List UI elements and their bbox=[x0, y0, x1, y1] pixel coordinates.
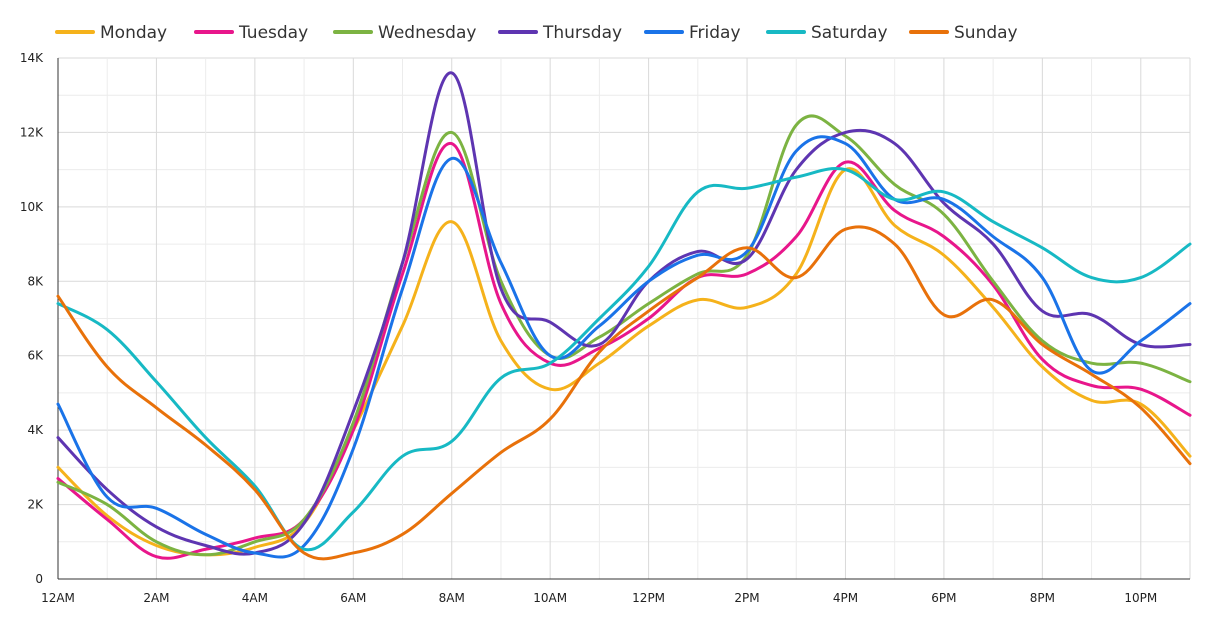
x-tick-label: 6AM bbox=[340, 591, 366, 605]
chart-axes bbox=[57, 58, 1190, 580]
series-line-wednesday bbox=[56, 114, 1192, 557]
x-tick-label: 10PM bbox=[1124, 591, 1157, 605]
legend-label: Tuesday bbox=[238, 23, 308, 43]
series-line-friday bbox=[56, 135, 1192, 559]
x-tick-label: 2AM bbox=[143, 591, 169, 605]
series-line-tuesday bbox=[56, 142, 1192, 560]
x-tick-label: 12AM bbox=[41, 591, 75, 605]
x-tick-label: 4PM bbox=[833, 591, 858, 605]
legend-label: Saturday bbox=[811, 23, 888, 43]
y-tick-label: 10K bbox=[20, 200, 44, 214]
legend-item-wednesday[interactable]: Wednesday bbox=[333, 23, 476, 43]
y-tick-label: 4K bbox=[27, 423, 44, 437]
y-axis-ticks: 0 2K 4K 6K 8K 10K 12K 14K bbox=[20, 51, 44, 586]
y-tick-label: 0 bbox=[35, 572, 43, 586]
series-line-saturday bbox=[56, 167, 1192, 552]
x-tick-label: 10AM bbox=[533, 591, 567, 605]
y-tick-label: 6K bbox=[27, 349, 44, 363]
y-tick-label: 8K bbox=[27, 274, 44, 288]
x-tick-label: 6PM bbox=[931, 591, 956, 605]
legend-item-saturday[interactable]: Saturday bbox=[766, 23, 888, 43]
legend-label: Monday bbox=[100, 23, 167, 43]
x-tick-label: 2PM bbox=[734, 591, 759, 605]
legend-label: Sunday bbox=[954, 23, 1018, 43]
series-line-thursday bbox=[56, 71, 1192, 556]
chart-series bbox=[56, 71, 1192, 561]
legend-item-sunday[interactable]: Sunday bbox=[909, 23, 1018, 43]
series-line-monday bbox=[56, 167, 1192, 557]
x-tick-label: 4AM bbox=[242, 591, 268, 605]
y-tick-label: 14K bbox=[20, 51, 44, 65]
legend-label: Wednesday bbox=[378, 23, 476, 43]
y-tick-label: 12K bbox=[20, 125, 44, 139]
legend-item-thursday[interactable]: Thursday bbox=[498, 23, 622, 43]
series-line-sunday bbox=[56, 225, 1192, 561]
legend-item-tuesday[interactable]: Tuesday bbox=[194, 23, 308, 43]
x-tick-label: 12PM bbox=[632, 591, 665, 605]
legend-label: Friday bbox=[689, 23, 741, 43]
chart-legend: Monday Tuesday Wednesday Thursday Friday Satu… bbox=[55, 23, 1018, 43]
x-tick-label: 8AM bbox=[439, 591, 465, 605]
legend-item-friday[interactable]: Friday bbox=[644, 23, 741, 43]
legend-item-monday[interactable]: Monday bbox=[55, 23, 167, 43]
x-tick-label: 8PM bbox=[1030, 591, 1055, 605]
legend-label: Thursday bbox=[542, 23, 622, 43]
x-axis-ticks: 12AM 2AM 4AM 6AM 8AM 10AM 12PM 2PM 4PM 6PM 8PM 10PM bbox=[41, 591, 1157, 605]
y-tick-label: 2K bbox=[27, 498, 44, 512]
